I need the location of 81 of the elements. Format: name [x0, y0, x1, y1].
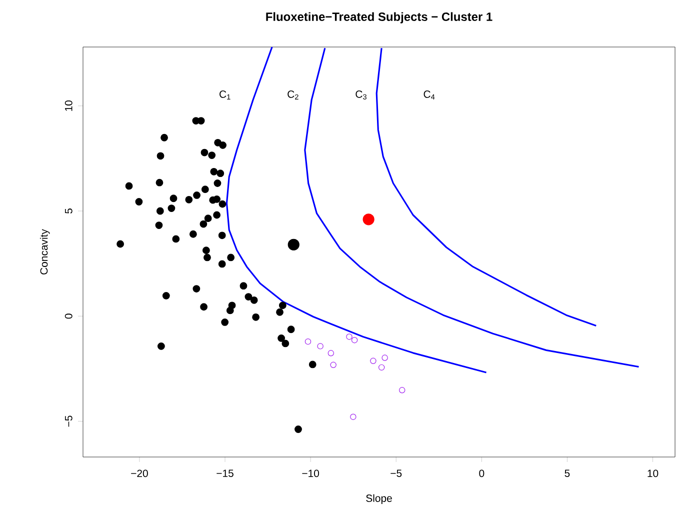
point — [362, 214, 374, 226]
point — [116, 240, 124, 248]
line-series — [304, 47, 640, 368]
point — [382, 354, 388, 361]
point — [185, 196, 193, 204]
point — [218, 232, 226, 240]
annotation: C$_{1}$ — [220, 90, 230, 100]
line-series — [376, 47, 597, 327]
point — [250, 296, 258, 304]
point — [328, 350, 334, 356]
point — [204, 214, 212, 222]
y-tick-label: −5 — [65, 416, 72, 427]
point — [172, 235, 180, 243]
point — [170, 194, 178, 202]
point — [378, 364, 385, 371]
point — [288, 238, 300, 250]
point — [218, 260, 226, 268]
point — [370, 358, 376, 364]
point — [162, 292, 170, 300]
annotation: C$_{2}$ — [288, 90, 298, 100]
point — [125, 182, 133, 190]
x-tick-label: 0 — [479, 470, 484, 478]
point — [227, 254, 235, 262]
point — [193, 192, 200, 199]
annotation: C$_{3}$ — [356, 90, 366, 100]
point — [213, 211, 220, 219]
point — [399, 387, 406, 394]
point — [200, 220, 208, 228]
point — [135, 198, 143, 206]
point — [200, 303, 208, 311]
point — [276, 308, 284, 316]
x-tick-label: −5 — [390, 470, 402, 477]
point — [156, 207, 164, 215]
point — [213, 196, 220, 203]
point — [278, 302, 286, 310]
point — [208, 152, 216, 159]
point — [156, 178, 164, 186]
point — [278, 334, 286, 342]
y-axis-title: Concavity — [40, 229, 50, 274]
point — [304, 338, 312, 345]
x-tick-label: 10 — [648, 470, 658, 478]
point — [157, 342, 165, 350]
point — [221, 318, 229, 326]
annotation: C$_{4}$ — [424, 90, 435, 100]
point — [240, 282, 248, 290]
point — [218, 200, 226, 208]
point — [204, 254, 211, 262]
point — [252, 313, 260, 321]
y-tick-label: 5 — [65, 208, 72, 214]
point — [210, 168, 218, 176]
point — [200, 148, 208, 156]
point — [201, 186, 209, 194]
point — [155, 222, 163, 229]
point — [202, 246, 210, 254]
x-axis-title: Slope — [366, 494, 392, 504]
x-tick-label: 5 — [564, 470, 570, 477]
point — [351, 336, 358, 344]
x-tick-label: −10 — [302, 470, 320, 478]
point — [168, 204, 176, 212]
point — [189, 230, 197, 238]
chart-title: Fluoxetine−Treated Subjects − Cluster 1 — [266, 12, 492, 24]
y-tick-label: 10 — [64, 100, 72, 111]
point — [350, 414, 356, 420]
point — [317, 343, 324, 350]
point — [156, 152, 164, 160]
point — [160, 134, 168, 142]
point — [226, 306, 234, 314]
point — [287, 326, 295, 334]
point — [346, 334, 352, 340]
y-tick-label: 0 — [64, 314, 72, 319]
x-tick-label: −15 — [216, 470, 234, 477]
point — [330, 362, 336, 368]
point — [244, 293, 252, 300]
point — [308, 360, 316, 368]
x-tick-label: −20 — [131, 470, 148, 478]
point — [192, 285, 200, 292]
point — [294, 426, 302, 433]
point — [282, 340, 290, 348]
point — [216, 170, 224, 178]
point — [219, 141, 226, 149]
point — [214, 180, 222, 187]
